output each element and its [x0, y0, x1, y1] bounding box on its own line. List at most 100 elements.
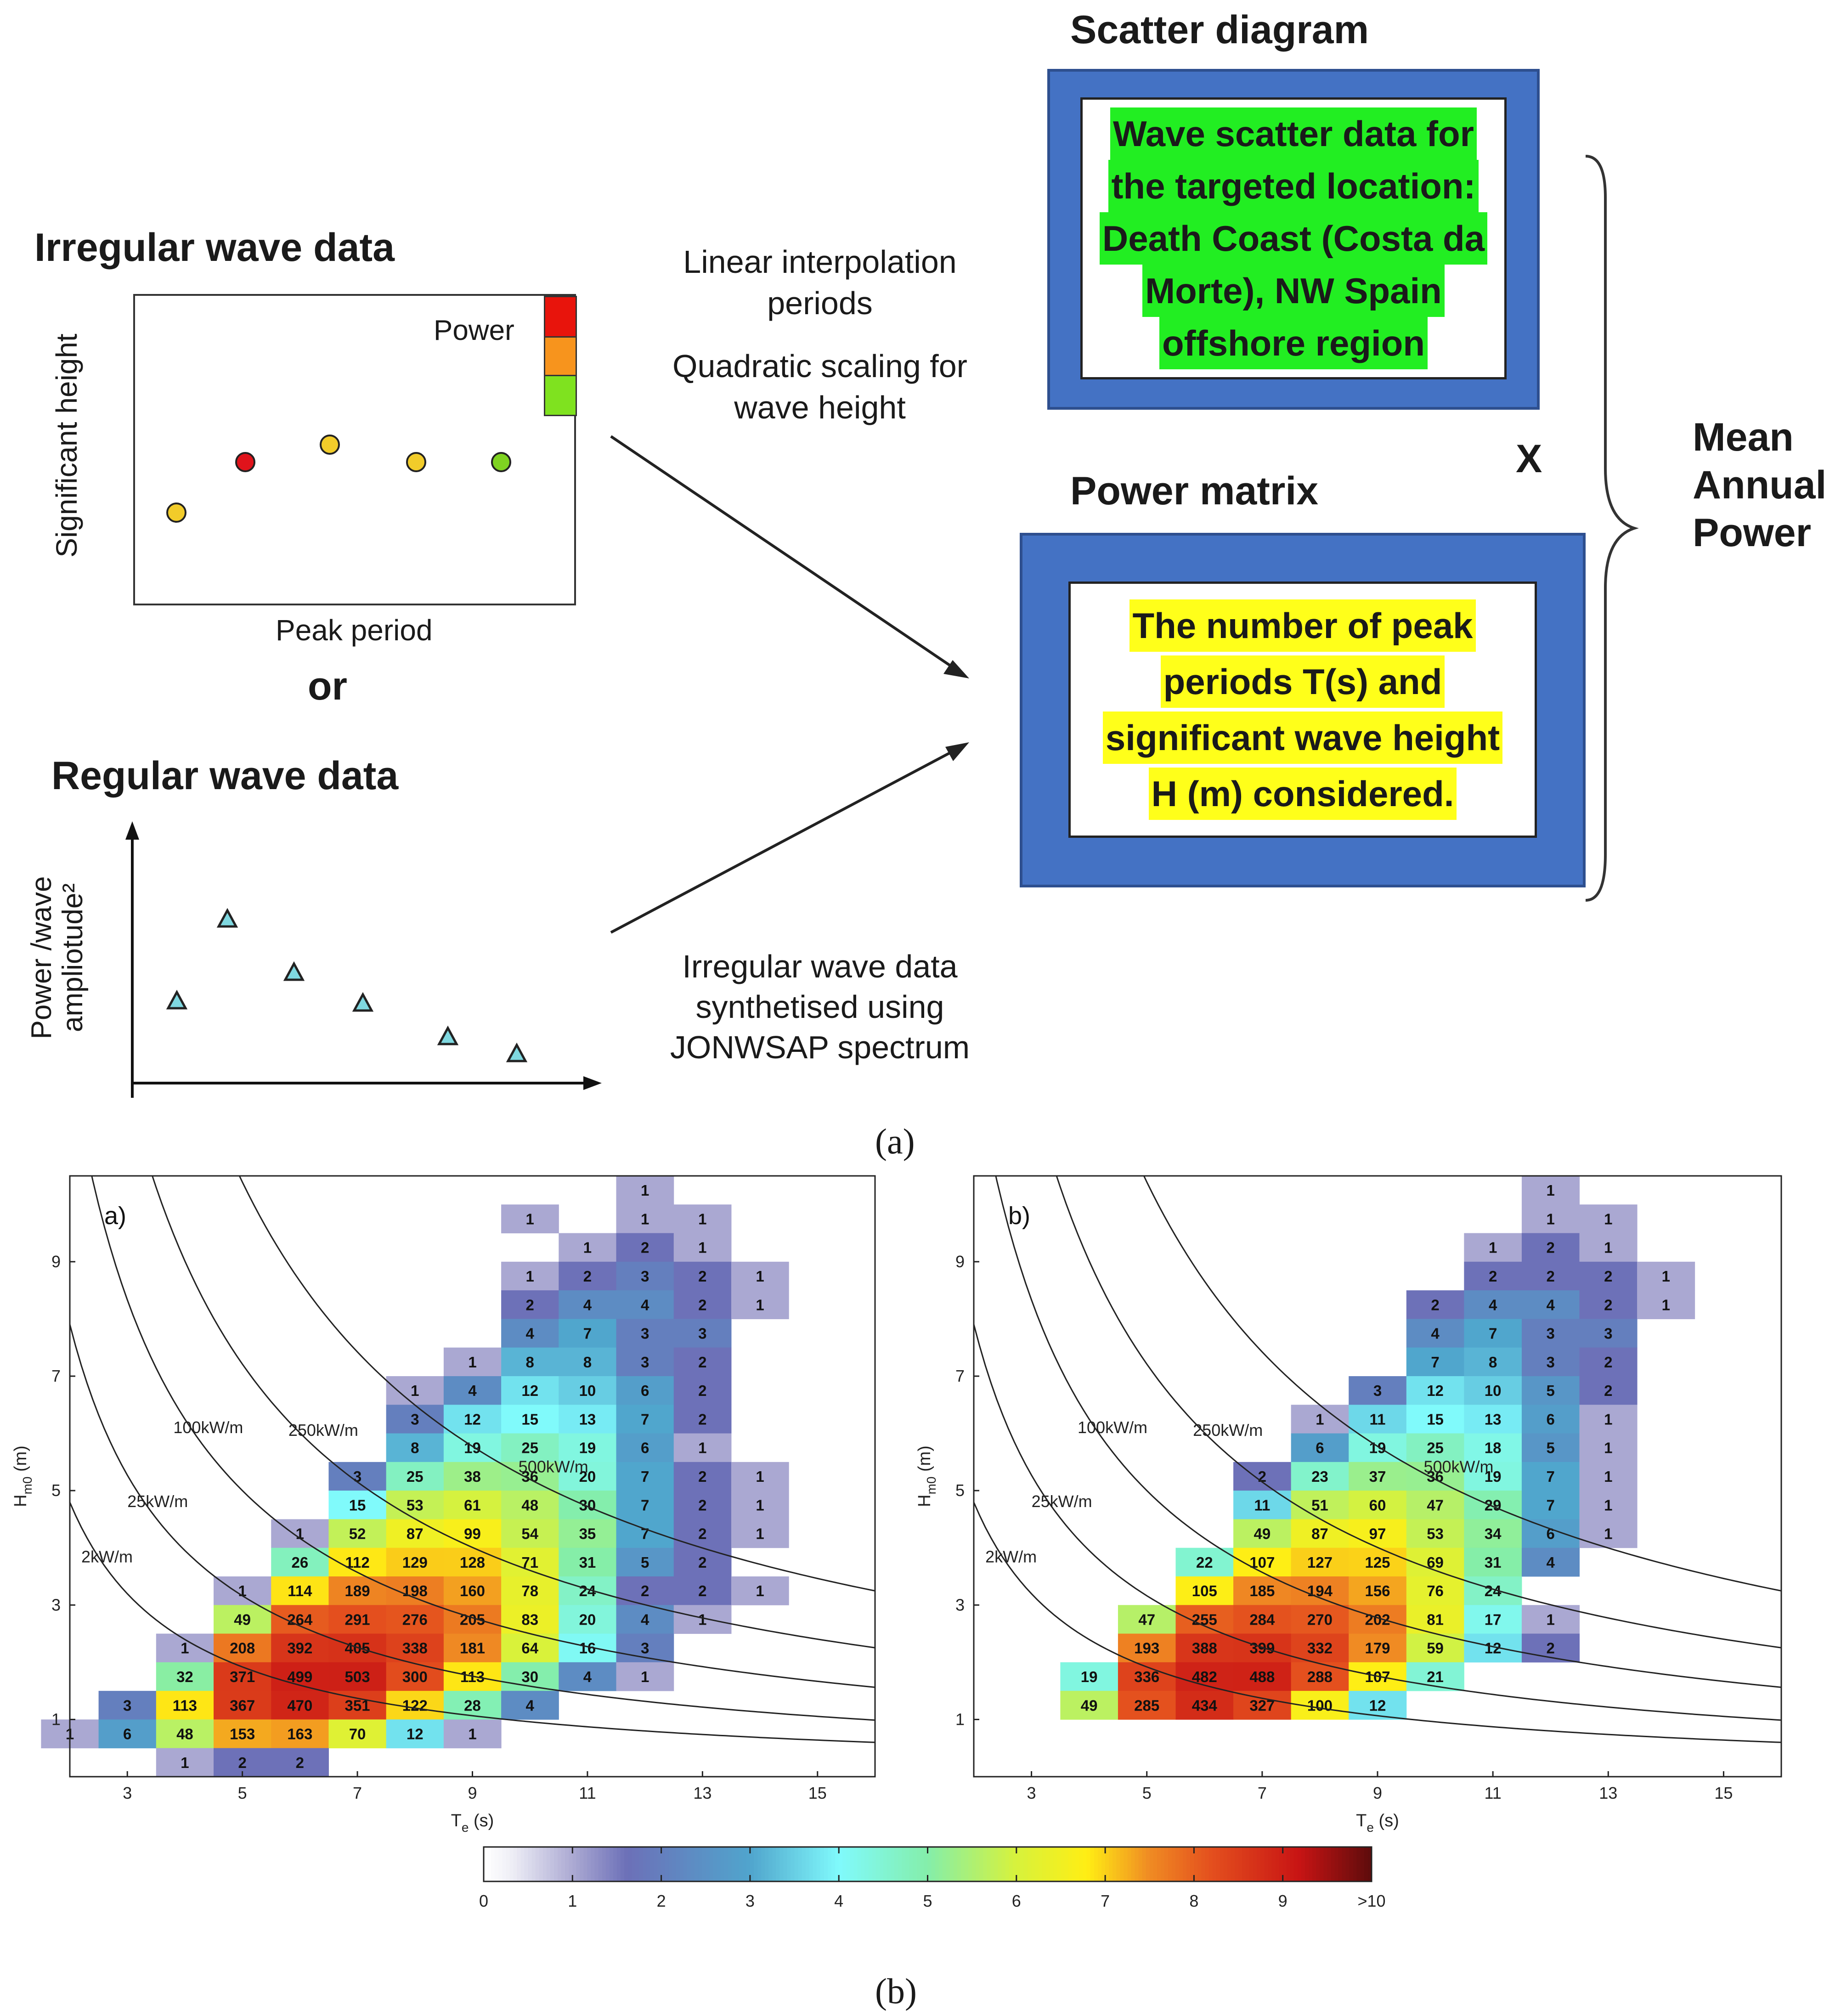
- colorbar-segment: [902, 1847, 906, 1881]
- colorbar-segment: [935, 1847, 939, 1881]
- cell-value-label: 12: [464, 1411, 481, 1428]
- heatmap-cell: [1291, 1462, 1349, 1491]
- colorbar-segment: [839, 1847, 843, 1881]
- heatmap-cell: [1579, 1261, 1638, 1291]
- heatmap-cell: [386, 1605, 444, 1634]
- heatmap-cell: [1521, 1290, 1580, 1319]
- heatmap-cell: [673, 1433, 732, 1463]
- heatmap-cell: [328, 1691, 387, 1720]
- isoline-25kW-per-m: [974, 1324, 1781, 1721]
- isoline-group: [70, 1176, 875, 1743]
- heatmap-cell: [673, 1405, 732, 1434]
- colorbar-segment: [643, 1847, 647, 1881]
- colorbar-segment: [1175, 1847, 1180, 1881]
- cell-value-label: 300: [402, 1668, 428, 1685]
- colorbar-segment: [976, 1847, 980, 1881]
- colorbar-segment: [1068, 1847, 1073, 1881]
- colorbar-segment: [1312, 1847, 1317, 1881]
- cell-value-label: 6: [123, 1726, 131, 1743]
- cell-value-label: 97: [1369, 1525, 1386, 1542]
- heatmap-cell: [673, 1519, 732, 1548]
- colorbar-segment: [502, 1847, 507, 1881]
- cell-value-label: 128: [460, 1554, 485, 1571]
- cell-value-label: 193: [1134, 1640, 1159, 1657]
- colorbar-segment: [683, 1847, 688, 1881]
- colorbar-segment: [1234, 1847, 1239, 1881]
- colorbar-segment: [572, 1847, 577, 1881]
- heatmap-cell: [501, 1519, 559, 1548]
- synth-line-1: Irregular wave data: [682, 949, 958, 984]
- cell-value-label: 2: [698, 1496, 706, 1513]
- heatmap-cell: [1521, 1319, 1580, 1348]
- cell-value-label: 1: [296, 1525, 304, 1542]
- heatmap-cell: [559, 1605, 617, 1634]
- y-tick-label: 1: [955, 1710, 965, 1728]
- colorbar-segment: [517, 1847, 521, 1881]
- colorbar-segment: [621, 1847, 625, 1881]
- regular-y-label: Power /wave ampliotude²: [26, 876, 89, 1039]
- cell-value-label: 4: [583, 1296, 592, 1313]
- irregular-point-5: [491, 452, 511, 472]
- heatmap-cell: [443, 1633, 502, 1663]
- colorbar-segment: [1190, 1847, 1195, 1881]
- cell-value-label: 15: [1427, 1411, 1444, 1428]
- heatmap-cell: [1291, 1605, 1349, 1634]
- cell-value-label: 99: [464, 1525, 481, 1542]
- colorbar-segment: [835, 1847, 840, 1881]
- cell-value-label: 2: [698, 1468, 706, 1485]
- isoline-label: 2kW/m: [985, 1547, 1037, 1566]
- colorbar-segment: [794, 1847, 799, 1881]
- mean-annual-power-label: Mean Annual Power: [1693, 413, 1826, 557]
- cell-value-label: 1: [1604, 1440, 1612, 1457]
- colorbar-segment: [1264, 1847, 1269, 1881]
- colorbar-segment: [672, 1847, 677, 1881]
- cell-value-label: 5: [1547, 1382, 1555, 1399]
- cell-value-label: 48: [176, 1726, 193, 1743]
- heatmap-cell: [1233, 1691, 1292, 1720]
- colorbar-segment: [1113, 1847, 1117, 1881]
- colorbar-segment: [846, 1847, 851, 1881]
- colorbar-segment: [687, 1847, 692, 1881]
- cell-value-label: 1: [526, 1268, 534, 1285]
- cell-value-label: 4: [1431, 1325, 1440, 1342]
- colorbar-segment: [1320, 1847, 1324, 1881]
- cell-value-label: 15: [349, 1496, 366, 1513]
- heatmap-cell: [1349, 1519, 1407, 1548]
- heatmap-cell: [559, 1233, 617, 1262]
- heatmap-cell: [214, 1719, 271, 1749]
- colorbar-segment: [990, 1847, 995, 1881]
- cell-value-label: 2: [1547, 1239, 1555, 1256]
- cell-value-label: 4: [526, 1697, 535, 1714]
- isoline-250kW-per-m: [1056, 1176, 1781, 1649]
- cell-value-label: 1: [1316, 1411, 1324, 1428]
- heatmap-cell: [1349, 1605, 1407, 1634]
- cell-value-label: 291: [345, 1611, 370, 1628]
- colorbar-segment: [938, 1847, 943, 1881]
- heatmap-cell: [271, 1605, 329, 1634]
- heatmap-cell: [731, 1462, 789, 1491]
- colorbar-segment: [720, 1847, 725, 1881]
- heatmap-cell: [1579, 1433, 1638, 1463]
- heatmap-cell: [1637, 1261, 1695, 1291]
- colorbar-segment: [1179, 1847, 1184, 1881]
- heatmap-figure: 11 1 11 2 11 2 3 2 12 4 4 2 14 7 3 31 8 8 3 21 4 12 10 6 23 12 15 1…: [11, 1175, 1782, 1910]
- heatmap-cell: [1349, 1691, 1407, 1720]
- isoline-25kW-per-m: [70, 1324, 875, 1721]
- heatmap-cell: [731, 1261, 789, 1291]
- colorbar-segment: [916, 1847, 921, 1881]
- heatmap-cell: [386, 1376, 444, 1405]
- colorbar-segment: [983, 1847, 988, 1881]
- colorbar-segment: [1131, 1847, 1135, 1881]
- cell-value-label: 156: [1365, 1582, 1390, 1599]
- colorbar-segment: [761, 1847, 766, 1881]
- colorbar-segment: [1027, 1847, 1032, 1881]
- heatmap-cell: [386, 1462, 444, 1491]
- colorbar-segment: [609, 1847, 614, 1881]
- heatmap-cell: [1579, 1405, 1638, 1434]
- scatter-line-4: Morte), NW Spain: [1142, 265, 1445, 317]
- colorbar-segment: [927, 1847, 932, 1881]
- colorbar-segment: [487, 1847, 492, 1881]
- cell-value-label: 87: [407, 1525, 424, 1542]
- colorbar-segment: [802, 1847, 806, 1881]
- heatmap-cell: [156, 1691, 214, 1720]
